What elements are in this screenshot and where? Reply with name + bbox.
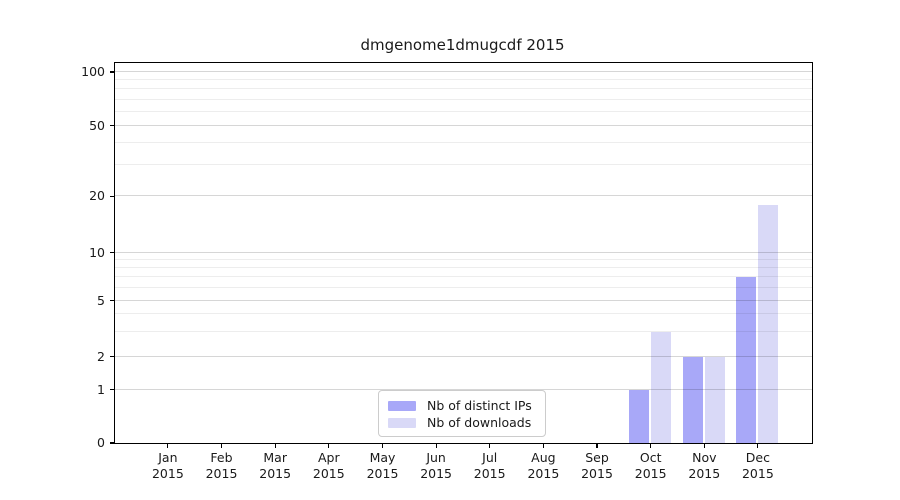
y-tick-label: 10 <box>89 244 105 260</box>
minor-gridline <box>115 88 812 90</box>
x-tick-year: 2015 <box>259 466 292 481</box>
x-tick-year: 2015 <box>688 466 721 481</box>
legend: Nb of distinct IPs Nb of downloads <box>378 390 546 437</box>
x-tick-year: 2015 <box>634 466 667 481</box>
bar-distinct-ips <box>682 356 703 443</box>
y-tick-mark <box>110 71 115 73</box>
x-tick-month: Jan <box>158 450 178 465</box>
x-tick-month: Jul <box>482 450 498 465</box>
bar-downloads <box>704 356 725 443</box>
y-tick-mark <box>110 251 115 254</box>
y-tick-mark <box>110 355 115 357</box>
plot-area: Nb of distinct IPs Nb of downloads 0 1 2 5 10… <box>81 62 813 481</box>
y-tick-label: 0 <box>97 435 105 450</box>
y-tick-mark <box>110 299 115 301</box>
x-tick-label: Jan 2015 <box>136 450 200 482</box>
y-tick-label: 5 <box>97 292 105 308</box>
x-tick-year: 2015 <box>581 466 613 481</box>
legend-swatch <box>388 417 416 428</box>
x-tick-mark <box>274 444 276 448</box>
x-tick-month: Jun <box>426 450 446 465</box>
y-tick-label: 20 <box>89 188 105 204</box>
x-tick-mark <box>328 444 330 448</box>
major-gridline <box>115 71 812 73</box>
x-tick-month: Dec <box>745 450 770 465</box>
major-gridline <box>115 251 812 253</box>
x-tick-month: Nov <box>692 450 717 465</box>
minor-gridline <box>115 258 812 260</box>
x-tick-month: Feb <box>210 450 233 465</box>
major-gridline <box>115 299 812 301</box>
y-tick-mark <box>110 195 115 197</box>
legend-label: Nb of downloads <box>427 415 532 430</box>
x-tick-mark <box>650 444 652 448</box>
x-tick-year: 2015 <box>473 466 506 481</box>
x-tick-mark <box>596 444 598 448</box>
x-tick-year: 2015 <box>205 466 238 481</box>
minor-gridline <box>115 164 812 166</box>
x-tick-label: Dec 2015 <box>726 450 790 482</box>
y-tick-label: 100 <box>81 64 105 80</box>
x-tick-month: Aug <box>531 450 556 465</box>
minor-gridline <box>115 110 812 112</box>
x-tick-label: Mar 2015 <box>243 450 307 482</box>
minor-gridline <box>115 286 812 288</box>
minor-gridline <box>115 141 812 143</box>
minor-gridline <box>115 276 812 278</box>
x-tick-mark <box>757 444 759 448</box>
x-tick-label: Oct 2015 <box>619 450 683 482</box>
x-tick-label: Feb 2015 <box>190 450 254 482</box>
x-tick-label: Jun 2015 <box>404 450 468 482</box>
x-tick-mark <box>489 444 491 448</box>
x-tick-mark <box>167 444 169 448</box>
bar-distinct-ips <box>629 389 650 443</box>
x-tick-mark <box>435 444 437 448</box>
minor-gridline <box>115 267 812 268</box>
major-gridline <box>115 195 812 197</box>
x-tick-mark <box>220 444 223 448</box>
minor-gridline <box>115 313 812 315</box>
x-tick-mark <box>542 444 544 448</box>
x-tick-mark <box>381 444 384 448</box>
bar-distinct-ips <box>736 277 757 443</box>
x-tick-month: Apr <box>317 450 340 465</box>
x-tick-label: May 2015 <box>351 450 415 482</box>
x-tick-month: Mar <box>263 450 287 465</box>
y-tick-mark <box>110 442 115 444</box>
x-tick-year: 2015 <box>312 466 345 481</box>
y-tick-mark <box>110 388 115 390</box>
x-tick-month: May <box>369 450 396 465</box>
x-tick-label: Aug 2015 <box>511 450 575 482</box>
chart-title: dmgenome1dmugcdf 2015 <box>360 36 565 54</box>
legend-label: Nb of distinct IPs <box>427 398 532 413</box>
y-tick-mark <box>110 125 115 127</box>
legend-swatch <box>388 400 416 411</box>
legend-item: Nb of distinct IPs <box>379 397 545 414</box>
x-tick-year: 2015 <box>741 466 774 481</box>
x-tick-label: Jul 2015 <box>458 450 522 482</box>
legend-item: Nb of downloads <box>379 414 545 431</box>
minor-gridline <box>115 79 812 81</box>
x-tick-mark <box>703 444 705 448</box>
bar-downloads <box>651 331 672 443</box>
x-tick-label: Sep 2015 <box>565 450 629 482</box>
y-tick-label: 50 <box>89 117 105 133</box>
x-tick-year: 2015 <box>151 466 184 481</box>
x-tick-label: Nov 2015 <box>672 450 736 482</box>
minor-gridline <box>115 330 812 332</box>
x-tick-label: Apr 2015 <box>297 450 361 482</box>
minor-gridline <box>115 98 812 100</box>
x-tick-month: Oct <box>639 450 662 465</box>
x-tick-year: 2015 <box>527 466 560 481</box>
x-tick-year: 2015 <box>366 466 399 481</box>
major-gridline <box>115 124 812 126</box>
bar-downloads <box>758 204 779 443</box>
y-tick-label: 1 <box>97 381 105 397</box>
x-tick-year: 2015 <box>420 466 452 481</box>
y-tick-label: 2 <box>97 348 105 364</box>
x-tick-month: Sep <box>585 450 609 465</box>
